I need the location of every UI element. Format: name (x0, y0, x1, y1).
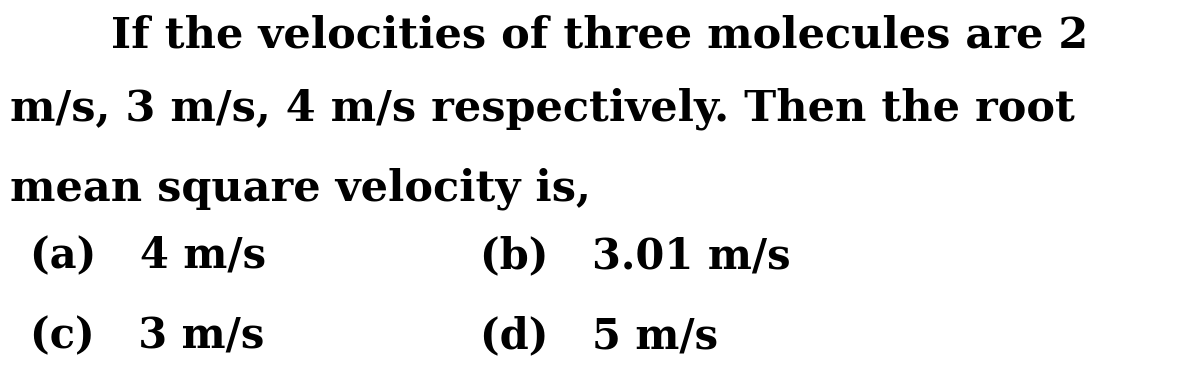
Text: If the velocities of three molecules are 2: If the velocities of three molecules are… (112, 15, 1088, 57)
Text: m/s, 3 m/s, 4 m/s respectively. Then the root: m/s, 3 m/s, 4 m/s respectively. Then the… (10, 88, 1075, 130)
Text: (c)   3 m/s: (c) 3 m/s (30, 315, 264, 357)
Text: (d)   5 m/s: (d) 5 m/s (480, 315, 718, 357)
Text: (b)   3.01 m/s: (b) 3.01 m/s (480, 235, 791, 277)
Text: (a)   4 m/s: (a) 4 m/s (30, 235, 266, 277)
Text: mean square velocity is,: mean square velocity is, (10, 168, 590, 211)
